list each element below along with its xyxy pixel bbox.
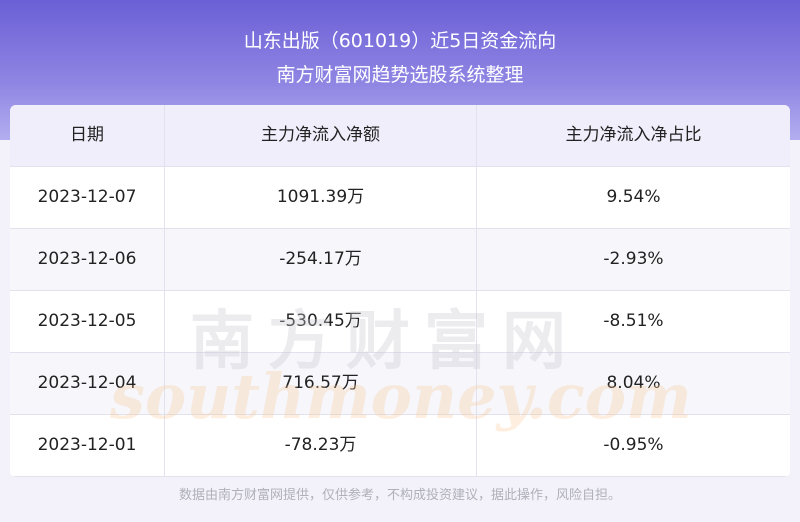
table-cell: 2023-12-06 bbox=[10, 229, 165, 290]
table-row: 2023-12-01 -78.23万 -0.95% bbox=[10, 415, 790, 477]
column-header: 日期 bbox=[10, 105, 165, 166]
table-cell: 2023-12-01 bbox=[10, 415, 165, 476]
table-cell: 2023-12-05 bbox=[10, 291, 165, 352]
table-cell: 2023-12-07 bbox=[10, 167, 165, 228]
table-row: 2023-12-07 1091.39万 9.54% bbox=[10, 167, 790, 229]
table-cell: -8.51% bbox=[603, 311, 664, 331]
table-cell: -530.45万 bbox=[165, 291, 477, 352]
column-header: 主力净流入净额 bbox=[165, 105, 477, 166]
table-cell: 2023-12-04 bbox=[10, 353, 165, 414]
table-row: 2023-12-06 -254.17万 -2.93% bbox=[10, 229, 790, 291]
table-cell: 1091.39万 bbox=[165, 167, 477, 228]
table-row: 2023-12-04 716.57万 8.04% bbox=[10, 353, 790, 415]
column-header: 主力净流入净占比 bbox=[565, 125, 702, 145]
table-row: 2023-12-05 -530.45万 -8.51% bbox=[10, 291, 790, 353]
subtitle: 南方财富网趋势选股系统整理 bbox=[276, 64, 524, 86]
table-cell: -2.93% bbox=[603, 249, 664, 269]
header-row: 日期 主力净流入净额 主力净流入净占比 bbox=[10, 105, 790, 167]
table: 日期 主力净流入净额 主力净流入净占比 2023-12-07 1091.39万 9.54%… bbox=[10, 105, 790, 477]
table-cell: 716.57万 bbox=[165, 353, 477, 414]
table-cell: 9.54% bbox=[606, 187, 661, 207]
footer-note: 数据由南方财富网提供，仅供参考，不构成投资建议，据此操作，风险自担。 bbox=[178, 488, 621, 503]
table-cell: -78.23万 bbox=[165, 415, 477, 476]
title: 山东出版（601019）近5日资金流向 bbox=[243, 30, 557, 52]
table-cell: -0.95% bbox=[603, 435, 664, 455]
table-cell: -254.17万 bbox=[165, 229, 477, 290]
table-cell: 8.04% bbox=[606, 373, 661, 393]
